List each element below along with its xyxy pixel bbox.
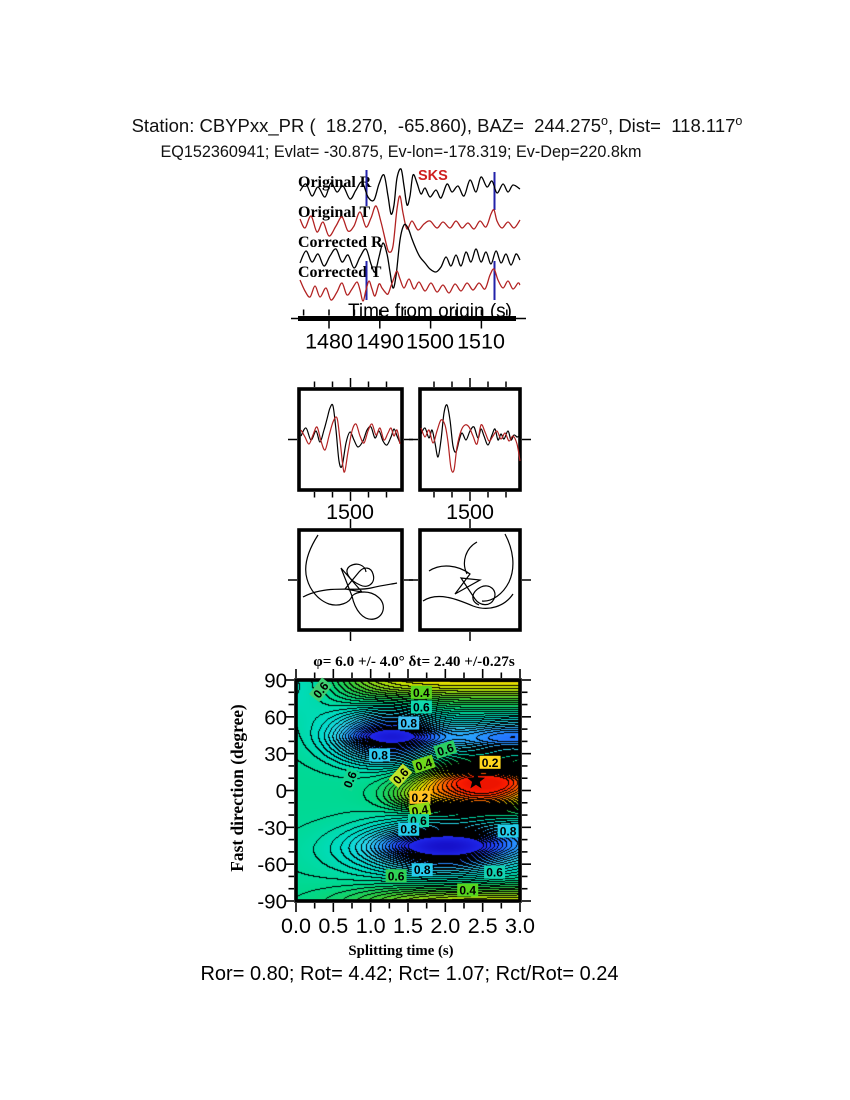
svg-text:0.6: 0.6 <box>435 741 456 760</box>
svg-text:2.5: 2.5 <box>468 914 498 938</box>
svg-text:0.4: 0.4 <box>459 884 476 898</box>
svg-text:Original R: Original R <box>298 174 372 191</box>
svg-text:0.8: 0.8 <box>400 717 417 731</box>
svg-text:0.0: 0.0 <box>281 914 311 938</box>
svg-text:0.6: 0.6 <box>388 869 405 883</box>
svg-text:1510: 1510 <box>457 330 505 354</box>
svg-text:0.8: 0.8 <box>500 825 517 839</box>
svg-text:Original T: Original T <box>298 204 370 221</box>
svg-text:0.6: 0.6 <box>310 679 332 701</box>
svg-text:φ= 6.0 +/- 4.0° δt= 2.40 +/-0.: φ= 6.0 +/- 4.0° δt= 2.40 +/-0.27s <box>313 653 515 670</box>
svg-text:1480: 1480 <box>305 330 353 354</box>
svg-text:1.0: 1.0 <box>356 914 386 938</box>
svg-text:2.0: 2.0 <box>430 914 460 938</box>
svg-text:1500: 1500 <box>446 500 494 524</box>
svg-text:3.0: 3.0 <box>505 914 535 938</box>
svg-text:1.5: 1.5 <box>393 914 423 938</box>
svg-text:1500: 1500 <box>406 330 454 354</box>
svg-text:0.8: 0.8 <box>400 823 417 837</box>
svg-text:Splitting time (s): Splitting time (s) <box>348 943 453 959</box>
svg-text:0.5: 0.5 <box>318 914 348 938</box>
svg-text:Corrected T: Corrected T <box>298 264 382 281</box>
svg-text:30: 30 <box>264 743 287 766</box>
svg-text:Ror= 0.80; Rot= 4.42; Rct= 1.0: Ror= 0.80; Rot= 4.42; Rct= 1.07; Rct/Rot… <box>200 963 618 985</box>
svg-text:0.4: 0.4 <box>414 755 435 774</box>
svg-text:Time from origin (s): Time from origin (s) <box>348 301 512 322</box>
svg-text:0.2: 0.2 <box>482 756 499 770</box>
svg-text:0.6: 0.6 <box>390 765 412 787</box>
svg-text:0.8: 0.8 <box>414 863 431 877</box>
svg-text:1490: 1490 <box>356 330 404 354</box>
svg-text:-30: -30 <box>257 817 287 840</box>
svg-text:60: 60 <box>264 706 287 729</box>
svg-text:1500: 1500 <box>326 500 374 524</box>
svg-text:0.6: 0.6 <box>413 701 430 715</box>
svg-text:-60: -60 <box>257 854 287 877</box>
svg-text:90: 90 <box>264 670 287 693</box>
svg-text:SKS: SKS <box>418 168 448 184</box>
svg-text:0.6: 0.6 <box>486 866 503 880</box>
svg-text:0: 0 <box>276 780 287 803</box>
svg-text:0.6: 0.6 <box>341 769 360 790</box>
svg-text:0.8: 0.8 <box>371 748 388 762</box>
svg-text:Fast direction (degree): Fast direction (degree) <box>227 704 247 872</box>
svg-text:-90: -90 <box>257 891 287 914</box>
svg-text:0.4: 0.4 <box>413 686 430 700</box>
svg-text:Corrected R: Corrected R <box>298 234 383 251</box>
svg-text:0.2: 0.2 <box>412 791 429 805</box>
